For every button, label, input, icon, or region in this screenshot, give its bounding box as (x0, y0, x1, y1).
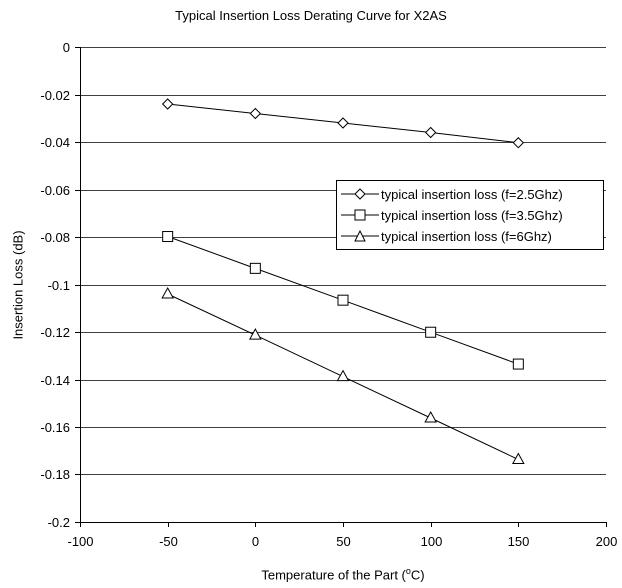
y-tick-label: -0.12 (40, 325, 70, 340)
data-point-diamond (424, 126, 437, 139)
x-axis-label-suffix: C) (410, 567, 425, 583)
x-axis-label: Temperature of the Part (oC) (80, 566, 606, 582)
y-tick-label: -0.04 (40, 135, 70, 150)
legend-item-2-5ghz: typical insertion loss (f=2.5Ghz) (341, 184, 563, 204)
legend-square-marker-icon (341, 209, 379, 221)
y-tick-label: -0.06 (40, 183, 70, 198)
y-tick-label: 0 (63, 40, 70, 55)
y-tick-labels: 0 -0.02 -0.04 -0.06 -0.08 -0.1 -0.12 -0.14 -0.16… (40, 40, 70, 530)
data-point-triangle (336, 369, 350, 382)
x-axis-label-prefix: Temperature of the Part ( (261, 567, 406, 583)
x-tick-label: 100 (421, 534, 443, 549)
data-point-diamond (161, 98, 174, 110)
data-point-triangle (511, 452, 525, 465)
x-tick-label: -50 (159, 534, 178, 549)
data-point-square (337, 294, 349, 306)
legend-item-6ghz: typical insertion loss (f=6Ghz) (341, 226, 552, 246)
y-tick-label: -0.18 (40, 467, 70, 482)
y-tick-label: -0.02 (40, 88, 70, 103)
x-tick-label: 150 (508, 534, 530, 549)
legend-label-2-5ghz: typical insertion loss (f=2.5Ghz) (381, 186, 563, 202)
y-tick-label: -0.08 (40, 230, 70, 245)
legend-item-3-5ghz: typical insertion loss (f=3.5Ghz) (341, 205, 563, 225)
legend-label-3-5ghz: typical insertion loss (f=3.5Ghz) (381, 207, 563, 223)
x-axis-label-degree: o (405, 566, 411, 576)
data-point-square (425, 326, 437, 338)
legend: typical insertion loss (f=2.5Ghz) typica… (336, 180, 604, 250)
legend-diamond-marker-icon (341, 188, 379, 200)
data-point-triangle (161, 286, 175, 299)
data-point-diamond (249, 107, 262, 120)
axes (75, 47, 607, 527)
data-point-diamond (337, 117, 349, 129)
y-tick-label: -0.16 (40, 420, 70, 435)
x-tick-label: 50 (336, 534, 350, 549)
data-point-square (512, 358, 524, 370)
y-tick-label: -0.2 (48, 515, 70, 530)
legend-triangle-marker-icon (341, 229, 379, 242)
x-tick-label: 0 (252, 534, 259, 549)
data-point-diamond (512, 137, 525, 149)
data-point-square (249, 262, 261, 274)
y-axis-label: Insertion Loss (dB) (10, 230, 26, 340)
chart-title: Typical Insertion Loss Derating Curve fo… (175, 8, 447, 23)
legend-label-6ghz: typical insertion loss (f=6Ghz) (381, 228, 552, 244)
series-group (161, 98, 525, 465)
y-tick-label: -0.1 (48, 278, 70, 293)
y-tick-label: -0.14 (40, 373, 70, 388)
data-point-triangle (424, 410, 438, 423)
x-tick-label: 200 (596, 534, 618, 549)
x-tick-label: -100 (67, 534, 93, 549)
data-point-triangle (248, 328, 262, 340)
x-tick-labels: -100 -50 0 50 100 150 200 (67, 534, 617, 549)
gridlines (80, 47, 606, 475)
data-point-square (162, 231, 174, 243)
